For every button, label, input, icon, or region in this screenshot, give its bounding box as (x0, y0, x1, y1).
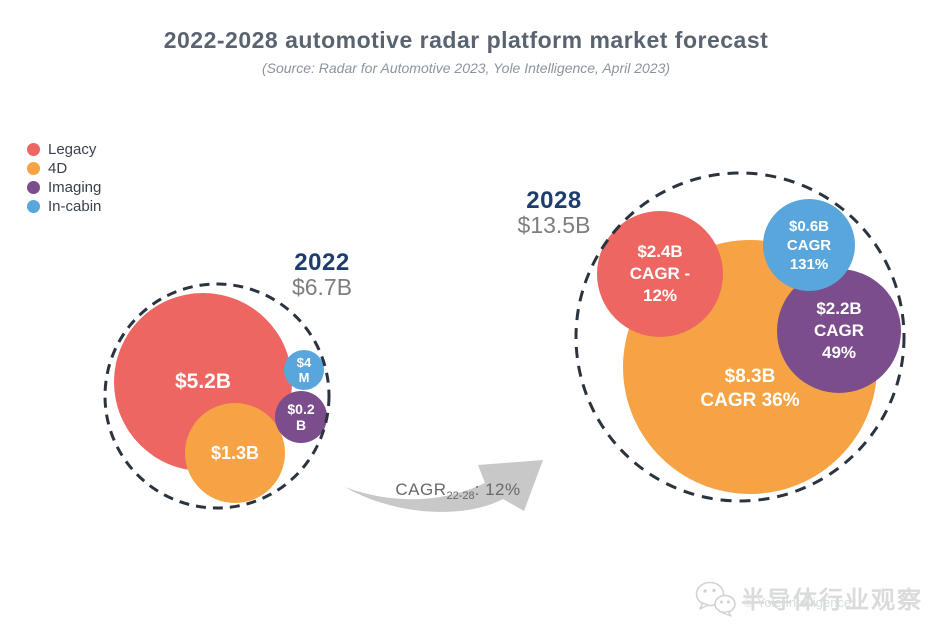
bubble-2022-legacy-value: $5.2B (174, 370, 232, 393)
bubble-2028-imaging-value: $2.2B (816, 299, 862, 318)
watermark-text: 半导体行业观察 (741, 587, 923, 614)
label-2022-total: $6.7B (291, 274, 353, 300)
bubble-2028-imaging-cagr-line1: CAGR (813, 321, 865, 340)
bubble-2022-4d-value: $1.3B (210, 442, 260, 463)
cagr-value: : 12% (474, 480, 521, 499)
legend: Legacy 4D Imaging In-cabin (27, 140, 101, 216)
bubble-2028-imaging-cagr-line2: 49% (821, 343, 857, 362)
label-2022: 2022 $6.7B (260, 250, 384, 299)
imaging-color-dot (27, 181, 40, 194)
label-2028-total: $13.5B (517, 212, 591, 238)
label-2028: 2028 $13.5B (490, 188, 618, 237)
bubble-2022-imaging-value-line2: B (295, 417, 307, 433)
bubble-2028-incabin-value: $0.6B (788, 217, 830, 235)
chart-subtitle: (Source: Radar for Automotive 2023, Yole… (261, 60, 671, 76)
bubble-2022-imaging: $0.2 B (275, 391, 327, 443)
bubble-2028-incabin-cagr-line2: 131% (789, 255, 829, 273)
legend-item-legacy: Legacy (27, 140, 101, 159)
bubble-2022-incabin-value-line1: $4 (296, 355, 312, 370)
bubble-2022-incabin: $4 M (284, 350, 324, 390)
legend-label-imaging: Imaging (48, 179, 102, 196)
bubble-2028-4d-cagr: CAGR 36% (700, 390, 800, 411)
bubble-2022-imaging-value-line1: $0.2 (287, 401, 315, 417)
4d-color-dot (27, 162, 40, 175)
bubble-2022-4d: $1.3B (185, 403, 285, 503)
watermark-ghost-text: © Yole Intelligence (744, 595, 852, 610)
legend-label-4d: 4D (48, 160, 68, 177)
bubble-2028-4d-value: $8.3B (724, 366, 776, 387)
cagr-subscript: 22-28 (446, 490, 475, 502)
growth-arrow (345, 460, 543, 512)
cagr-text: CAGR (395, 480, 447, 499)
legacy-color-dot (27, 143, 40, 156)
label-2022-year: 2022 (294, 249, 350, 276)
bubble-2028-legacy-value: $2.4B (637, 242, 683, 261)
chart-title: 2022-2028 automotive radar platform mark… (163, 27, 769, 53)
bubble-2028-legacy-cagr-line1: CAGR - (629, 264, 691, 283)
legend-item-incabin: In-cabin (27, 197, 101, 216)
bubble-2028-legacy-cagr-line2: 12% (642, 286, 678, 305)
legend-label-incabin: In-cabin (48, 198, 102, 215)
wechat-icon (695, 581, 736, 617)
incabin-color-dot (27, 200, 40, 213)
legend-label-legacy: Legacy (48, 141, 97, 158)
legend-item-4d: 4D (27, 159, 101, 178)
bubble-2028-4d-text: $8.3B CAGR 36% (700, 365, 799, 413)
label-2028-year: 2028 (526, 187, 582, 214)
bubble-2022-incabin-value-line2: M (298, 370, 310, 385)
growth-arrow-shape (345, 460, 543, 512)
legend-item-imaging: Imaging (27, 178, 101, 197)
bubble-2028-incabin-cagr-line1: CAGR (786, 236, 832, 254)
bubble-2028-incabin: $0.6B CAGR 131% (763, 199, 855, 291)
overall-cagr-label: CAGR22-28: 12% (358, 480, 558, 502)
